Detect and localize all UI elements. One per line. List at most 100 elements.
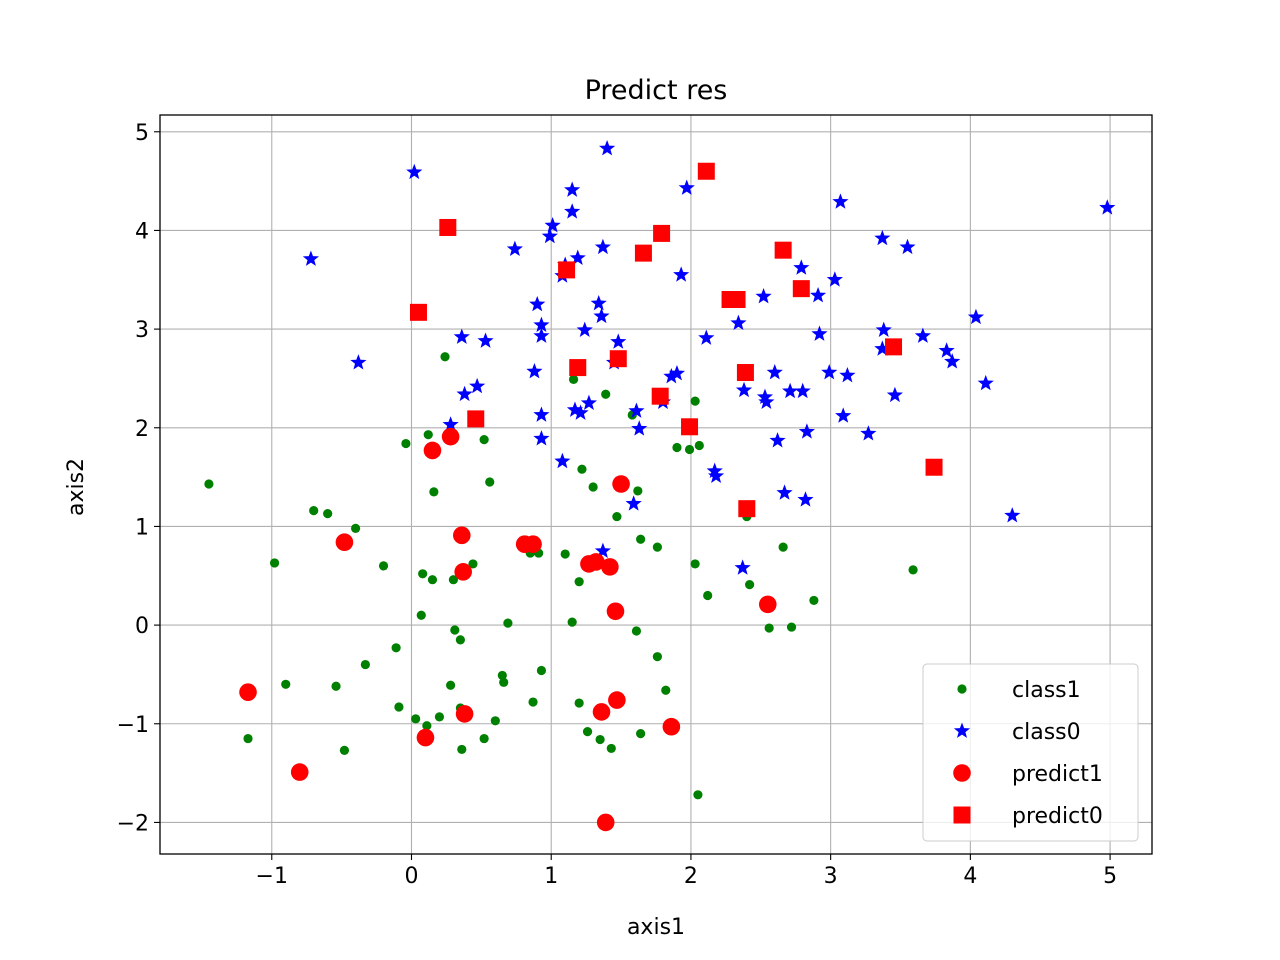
predict0-point: [409, 303, 427, 321]
class1-point: [745, 580, 755, 590]
predict1-point: [608, 691, 626, 709]
class0-point: [826, 271, 843, 287]
x-tick-label: 3: [824, 864, 838, 889]
x-tick-label: 5: [1103, 864, 1117, 889]
class1-point: [401, 438, 411, 449]
y-tick-label: 2: [135, 417, 149, 442]
predict0-point: [558, 261, 576, 279]
legend-marker-predict1: [953, 764, 971, 782]
class1-point: [764, 623, 774, 633]
class0-point: [533, 316, 550, 333]
class1-point: [281, 679, 291, 689]
class1-point: [588, 482, 598, 492]
x-tick-label: 1: [544, 864, 558, 889]
class1-point: [479, 435, 489, 445]
series-predict0: [409, 162, 943, 518]
y-tick-label: −2: [117, 811, 149, 836]
class0-point: [874, 340, 891, 356]
class1-point: [394, 702, 404, 712]
predict0-point: [569, 359, 587, 377]
class1-point: [429, 487, 439, 497]
class0-point: [839, 366, 856, 383]
class1-point: [690, 559, 700, 569]
class1-point: [309, 506, 319, 516]
axis-ticks: −1 0 1 2 3 4 5 −2 −1 0 1 2 3 4 5: [117, 121, 1118, 889]
chart-title: Predict res: [585, 75, 728, 106]
class0-point: [594, 238, 611, 255]
class1-point: [457, 744, 467, 755]
class0-point: [678, 179, 695, 195]
class1-point: [411, 714, 421, 724]
y-tick-label: 5: [135, 121, 149, 146]
class1-point: [693, 790, 703, 800]
predict1-point: [587, 553, 605, 571]
class1-point: [503, 618, 513, 628]
predict0-point: [697, 162, 715, 180]
class1-point: [269, 558, 280, 568]
class0-point: [776, 484, 793, 500]
class1-point: [612, 511, 622, 522]
class1-point: [631, 626, 642, 636]
legend-label-class0: class0: [1012, 720, 1081, 745]
y-tick-label: 0: [135, 614, 149, 639]
class1-point: [703, 590, 713, 601]
class0-point: [793, 259, 810, 275]
class0-point: [599, 140, 616, 156]
class1-point: [567, 617, 577, 627]
x-tick-label: −1: [256, 864, 288, 889]
legend-marker-predict0: [953, 806, 971, 824]
class0-point: [628, 402, 645, 418]
class0-point: [533, 406, 550, 422]
class1-point: [446, 680, 456, 690]
class0-point: [766, 364, 783, 380]
class0-point: [706, 462, 723, 479]
class0-point: [673, 266, 690, 282]
class0-point: [811, 325, 828, 341]
class1-point: [694, 440, 704, 451]
class0-point: [625, 495, 642, 511]
class0-point: [569, 249, 586, 265]
class0-point: [610, 333, 627, 349]
class1-point: [661, 685, 671, 695]
class1-point: [582, 727, 593, 737]
predict0-point: [925, 458, 943, 476]
predict1-point: [596, 813, 615, 832]
predict1-point: [758, 595, 777, 614]
class0-point: [594, 542, 611, 558]
class0-point: [835, 407, 852, 423]
predict1-point: [290, 763, 309, 781]
class1-point: [360, 659, 370, 670]
legend-label-predict0: predict0: [1012, 804, 1103, 829]
class0-point: [967, 308, 985, 325]
class1-point: [490, 716, 500, 726]
legend-item-class1: class1: [957, 678, 1081, 703]
predict0-point: [651, 387, 669, 405]
class0-point: [794, 382, 811, 399]
class0-point: [302, 250, 319, 266]
class0-point: [533, 430, 550, 446]
class0-point: [821, 364, 838, 380]
legend-item-class0: class0: [953, 720, 1081, 745]
predict0-point: [467, 410, 485, 428]
predict1-point: [416, 728, 435, 747]
class0-point: [663, 367, 680, 384]
class0-point: [977, 374, 994, 391]
legend-item-predict0: predict0: [953, 804, 1103, 829]
class1-point: [577, 464, 587, 474]
class0-point: [755, 288, 772, 304]
class0-point: [477, 332, 494, 348]
class0-point: [529, 295, 546, 312]
x-tick-label: 4: [963, 864, 977, 889]
x-tick-label: 2: [684, 864, 698, 889]
y-tick-label: 1: [135, 515, 149, 540]
predict1-point: [592, 703, 611, 721]
class1-point: [601, 389, 611, 399]
class0-point: [730, 314, 747, 331]
class0-point: [442, 416, 459, 432]
class0-point: [406, 163, 423, 180]
class0-point: [875, 321, 892, 337]
class1-point: [574, 698, 584, 708]
class1-point: [652, 542, 662, 552]
predict0-point: [792, 280, 810, 298]
